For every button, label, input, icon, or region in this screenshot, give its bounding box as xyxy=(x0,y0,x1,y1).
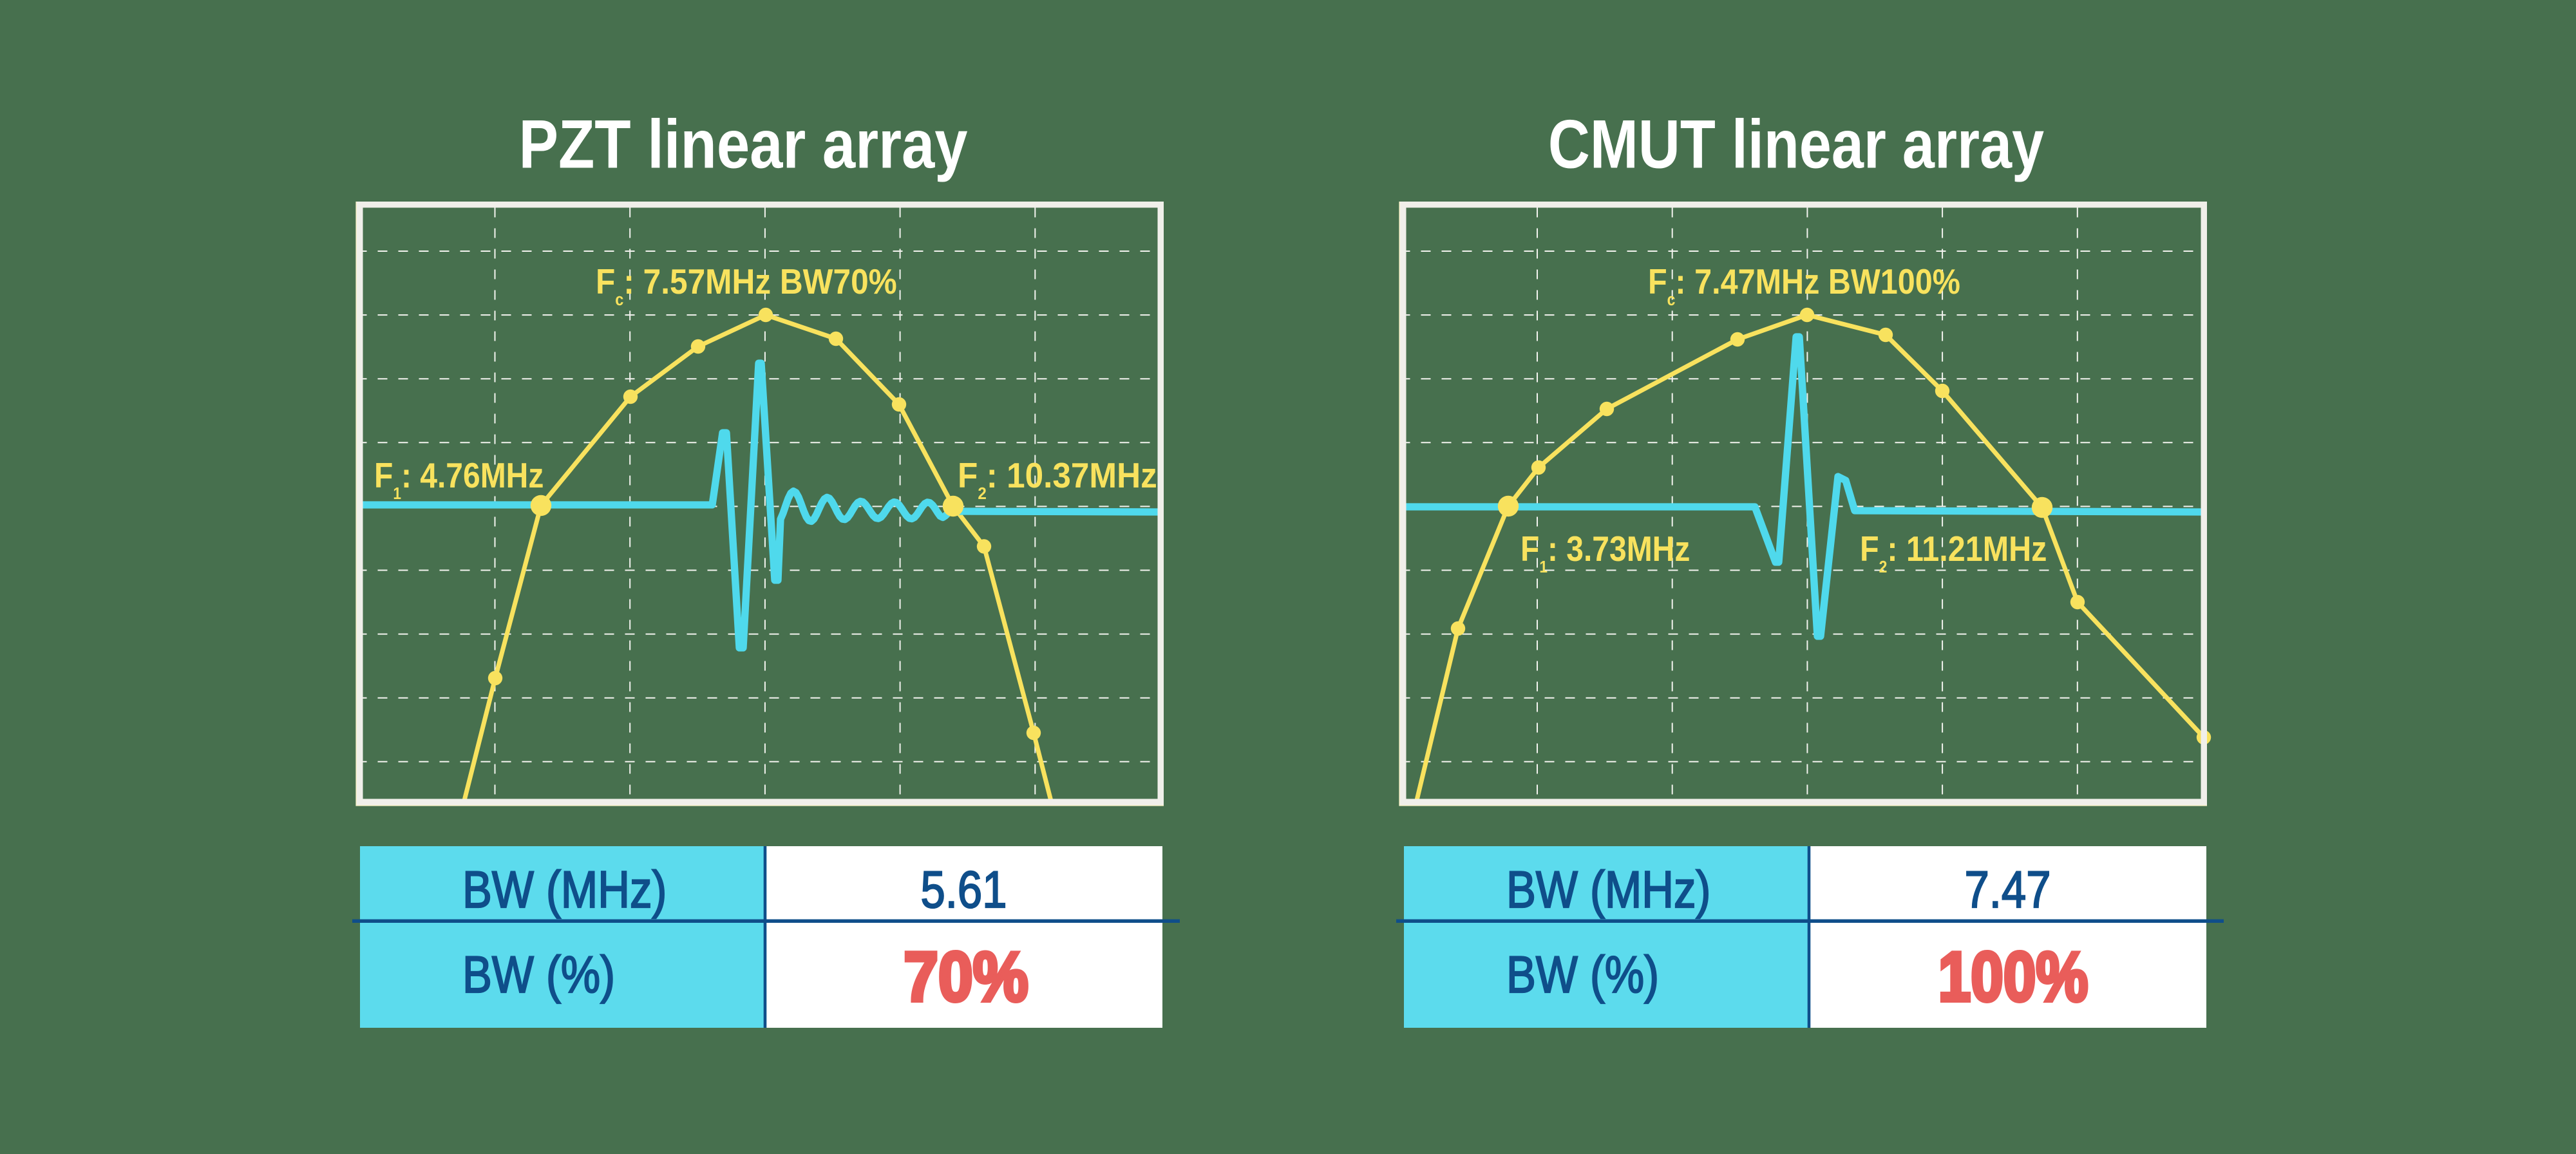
svg-text:Fc: 7.57MHz BW70%: Fc: 7.57MHz BW70% xyxy=(596,263,897,310)
svg-text:BW (%): BW (%) xyxy=(1506,945,1659,1004)
svg-text:7.47: 7.47 xyxy=(1965,860,2051,919)
svg-text:BW (MHz): BW (MHz) xyxy=(1506,860,1710,919)
svg-text:BW (%): BW (%) xyxy=(462,945,615,1004)
svg-text:F2: 10.37MHz: F2: 10.37MHz xyxy=(958,456,1157,503)
svg-text:100%: 100% xyxy=(1938,938,2088,1016)
svg-text:PZT linear array: PZT linear array xyxy=(518,106,968,183)
svg-text:5.61: 5.61 xyxy=(921,860,1007,919)
svg-text:Fc: 7.47MHz BW100%: Fc: 7.47MHz BW100% xyxy=(1648,261,1960,309)
svg-text:BW (MHz): BW (MHz) xyxy=(462,860,667,919)
svg-text:70%: 70% xyxy=(904,938,1028,1016)
svg-text:CMUT linear array: CMUT linear array xyxy=(1548,106,2044,182)
